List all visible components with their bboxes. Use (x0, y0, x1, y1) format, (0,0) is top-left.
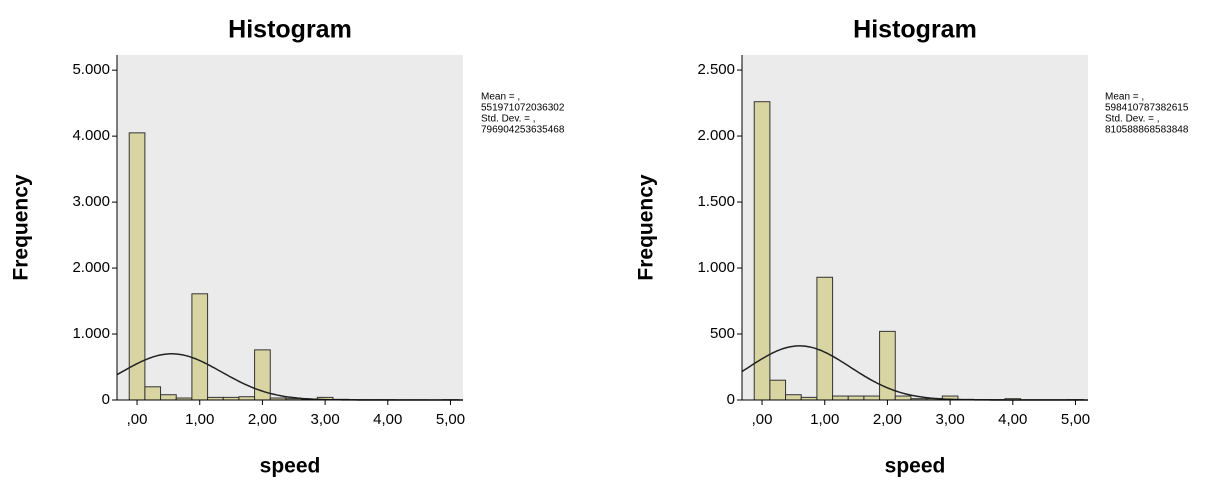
x-axis-label: speed (885, 455, 946, 478)
bar (191, 293, 209, 401)
y-tick-label: 1.000 (697, 259, 735, 276)
y-tick-label: 500 (710, 325, 735, 342)
x-tick-label: 2,00 (873, 411, 902, 428)
bar (160, 394, 177, 401)
x-tick-label: 1,00 (185, 411, 214, 428)
x-tick-label: 3,00 (310, 411, 339, 428)
bar (863, 395, 881, 401)
bar (769, 379, 787, 401)
y-tick-label: 2.500 (697, 61, 735, 78)
bar (144, 386, 162, 401)
bar (816, 276, 834, 401)
x-tick-label: 4,00 (998, 411, 1027, 428)
y-tick-label: 1.000 (72, 325, 110, 342)
x-tick-label: 3,00 (935, 411, 964, 428)
x-tick-label: ,00 (127, 411, 148, 428)
stat-value: 796904253635468 (481, 125, 565, 136)
x-tick-label: 2,00 (248, 411, 277, 428)
x-tick-label: 4,00 (373, 411, 402, 428)
y-tick-label: 1.500 (697, 193, 735, 210)
y-tick-label: 2.000 (697, 127, 735, 144)
stat-label: Mean = , (1105, 92, 1144, 103)
bar (832, 395, 849, 401)
y-tick-label: 0 (102, 391, 110, 408)
plot-area (742, 55, 1088, 400)
x-tick-label: 5,00 (1061, 411, 1090, 428)
bar (128, 132, 146, 401)
bar (785, 394, 802, 401)
chart-title: Histogram (853, 16, 977, 44)
plot-area (117, 55, 463, 400)
y-tick-label: 0 (727, 391, 735, 408)
stat-value: 598410787382615 (1105, 103, 1189, 114)
x-tick-label: 1,00 (810, 411, 839, 428)
stat-value: 551971072036302 (481, 103, 565, 114)
bar (847, 395, 865, 401)
stat-value: 810588868583848 (1105, 125, 1189, 136)
bar (894, 395, 912, 401)
chart-title: Histogram (228, 16, 352, 44)
x-tick-label: 5,00 (436, 411, 465, 428)
y-tick-label: 4.000 (72, 127, 110, 144)
y-axis-label: Frequency (635, 174, 658, 281)
y-tick-label: 5.000 (72, 61, 110, 78)
y-tick-label: 3.000 (72, 193, 110, 210)
stat-label: Std. Dev. = , (481, 114, 536, 125)
stat-label: Mean = , (481, 92, 520, 103)
y-tick-label: 2.000 (72, 259, 110, 276)
x-tick-label: ,00 (752, 411, 773, 428)
y-axis-label: Frequency (10, 174, 33, 281)
x-axis-label: speed (260, 455, 321, 478)
stat-label: Std. Dev. = , (1105, 114, 1160, 125)
